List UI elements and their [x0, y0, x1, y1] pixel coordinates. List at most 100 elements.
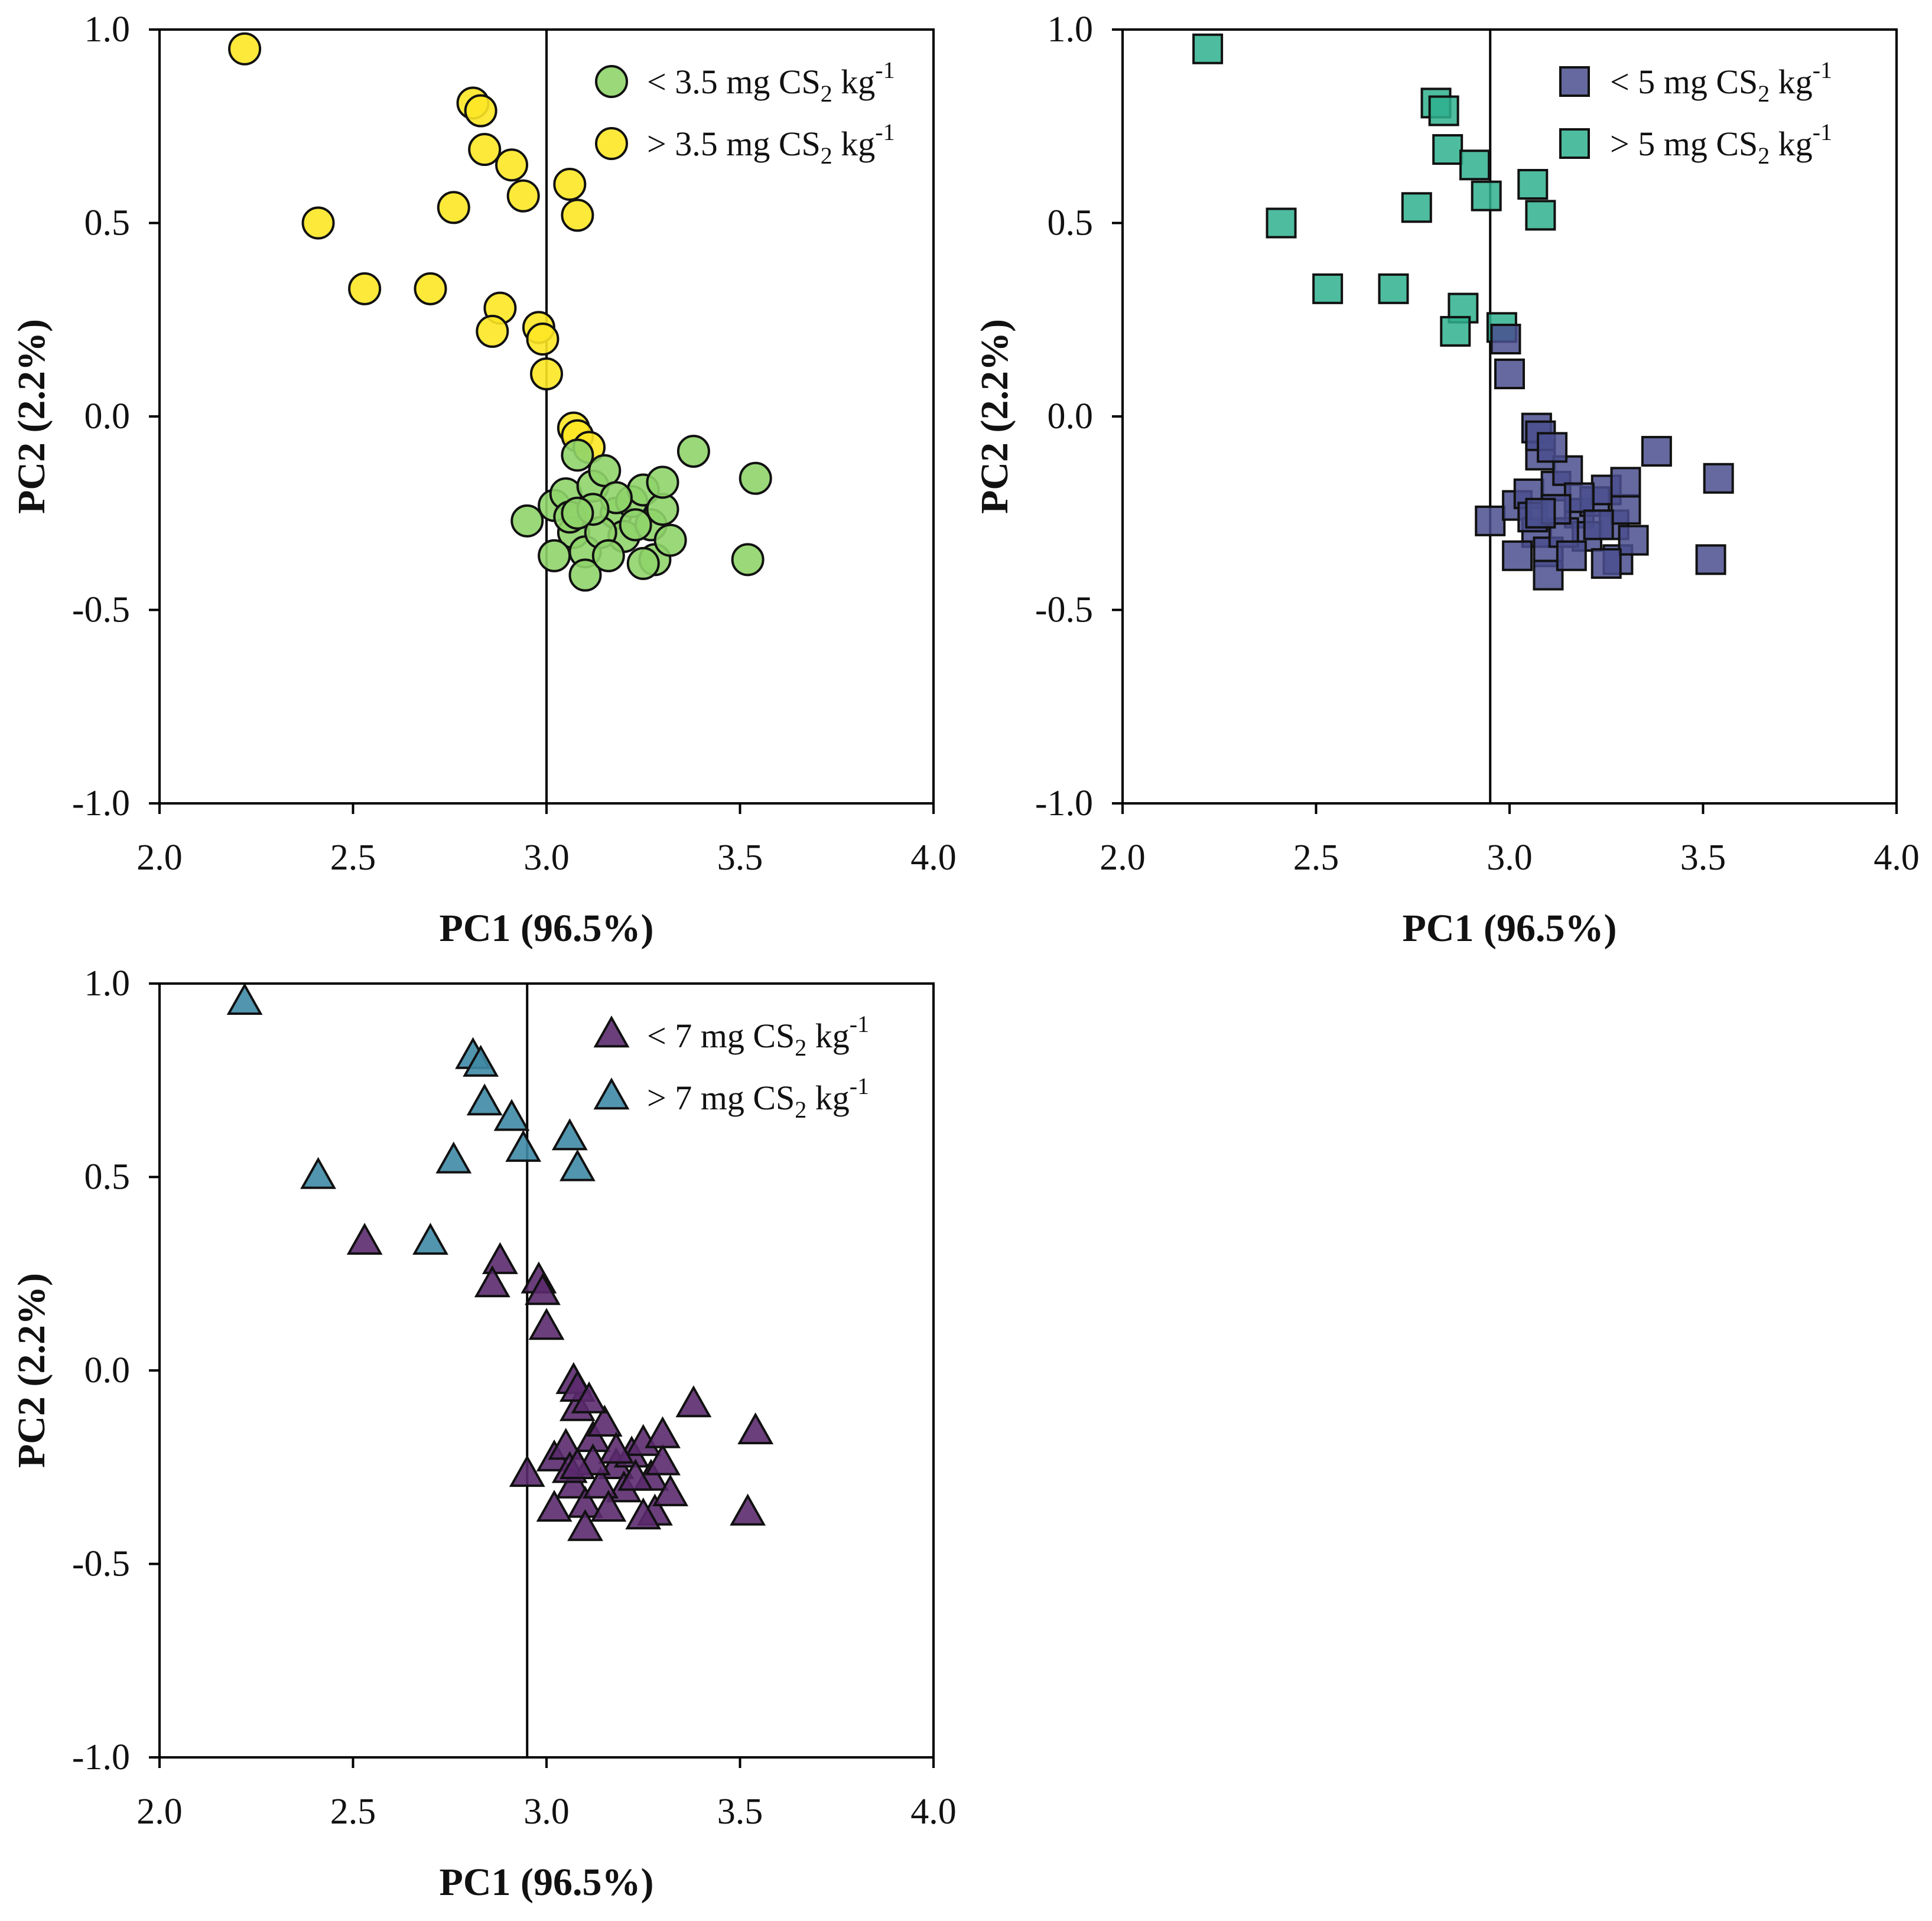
y-tick-label: -0.5	[72, 590, 130, 630]
data-point	[463, 1044, 499, 1077]
legend-label: > 3.5 mg CS2 kg-1	[647, 119, 895, 169]
y-tick-label: 1.0	[84, 9, 131, 50]
data-point	[1618, 525, 1649, 556]
x-tick-label: 2.5	[1293, 838, 1339, 878]
data-point	[626, 546, 660, 580]
x-axis-title: PC1 (96.5%)	[440, 907, 654, 950]
data-point	[1440, 315, 1471, 347]
data-point	[1703, 463, 1734, 494]
data-point	[510, 504, 544, 538]
data-point	[530, 357, 563, 390]
legend-label: > 5 mg CS2 kg-1	[1610, 119, 1832, 169]
data-point	[586, 1404, 623, 1437]
data-point	[525, 1273, 561, 1305]
data-point	[1432, 134, 1463, 165]
y-tick-label: -0.5	[1035, 590, 1093, 630]
data-point	[348, 272, 382, 305]
data-point	[553, 168, 587, 201]
x-tick-label: 3.0	[523, 1792, 570, 1832]
data-point	[505, 1129, 542, 1162]
x-tick-label: 2.0	[136, 1792, 183, 1832]
data-point	[482, 1242, 518, 1274]
data-point	[536, 1489, 573, 1522]
data-point	[598, 1431, 635, 1464]
data-point	[561, 496, 594, 530]
data-point	[559, 1447, 596, 1479]
legend-marker	[595, 127, 628, 160]
x-tick-label: 3.0	[1487, 838, 1533, 878]
data-point	[1537, 432, 1568, 463]
data-point	[1401, 192, 1432, 223]
data-point	[1610, 494, 1641, 525]
data-point	[1556, 540, 1587, 571]
data-point	[435, 1141, 472, 1174]
data-point	[1494, 358, 1525, 389]
data-point	[495, 148, 529, 182]
y-tick-label: -1.0	[1035, 783, 1093, 823]
data-point	[1525, 200, 1556, 231]
chart-panel-3: 2.0 2.5 3.0 3.5 4.0 1.0 0.5 0.0 -0.5 -1.0 PC1 (96.…	[10, 963, 957, 1904]
data-point	[619, 508, 652, 542]
y-tick-label: 0.5	[1048, 203, 1094, 243]
data-point	[226, 982, 263, 1015]
series-above	[1192, 33, 1556, 347]
x-tick-label: 3.0	[523, 838, 570, 878]
y-axis-title: PC2 (2.2%)	[10, 1273, 53, 1468]
data-point	[625, 1497, 662, 1530]
chart-panel-2: 2.0 2.5 3.0 3.5 4.0 1.0 0.5 0.0 -0.5 -1.0 PC1 (96.…	[973, 9, 1920, 950]
data-point	[476, 314, 509, 348]
data-point	[571, 1381, 607, 1414]
legend: < 7 mg CS2 kg-1 > 7 mg CS2 kg-1	[593, 1011, 869, 1123]
data-point	[591, 539, 625, 572]
data-point	[590, 1489, 627, 1522]
x-tick-label: 2.5	[330, 1792, 376, 1832]
y-axis-title: PC2 (2.2%)	[10, 319, 53, 514]
legend-label: < 7 mg CS2 kg-1	[647, 1011, 869, 1061]
data-point	[1475, 505, 1506, 536]
legend-label: < 5 mg CS2 kg-1	[1610, 57, 1832, 107]
y-tick-label: 0.5	[84, 1157, 131, 1197]
data-point	[676, 434, 710, 468]
data-point	[555, 1466, 592, 1499]
data-point	[1459, 149, 1491, 181]
data-point	[1591, 548, 1622, 579]
x-axis-title: PC1 (96.5%)	[440, 1861, 654, 1904]
legend: < 5 mg CS2 kg-1 > 5 mg CS2 kg-1	[1559, 57, 1832, 169]
data-point	[1552, 455, 1583, 486]
data-point	[1695, 544, 1726, 575]
x-tick-label: 3.5	[717, 1792, 763, 1832]
data-point	[617, 1458, 654, 1491]
series-below	[1475, 324, 1734, 591]
data-point	[437, 191, 470, 224]
data-point	[1610, 467, 1641, 498]
data-point	[1378, 273, 1409, 304]
y-axis-title: PC2 (2.2%)	[973, 319, 1016, 514]
y-tick-label: -0.5	[72, 1544, 130, 1584]
legend-label: < 3.5 mg CS2 kg-1	[647, 57, 895, 107]
legend-marker	[593, 1077, 630, 1110]
data-point	[737, 1412, 774, 1445]
x-tick-label: 2.5	[330, 838, 376, 878]
data-point	[412, 1223, 448, 1255]
data-point	[652, 1474, 689, 1506]
legend-marker	[1559, 128, 1590, 159]
data-point	[730, 1493, 766, 1526]
legend: < 3.5 mg CS2 kg-1 > 3.5 mg CS2 kg-1	[595, 57, 895, 169]
x-tick-label: 4.0	[1874, 838, 1920, 878]
chart-panel-1: 2.0 2.5 3.0 3.5 4.0 1.0 0.5 0.0 -0.5 -1.0 PC1 (96.…	[10, 9, 957, 950]
legend-marker	[1559, 66, 1590, 97]
data-point	[538, 539, 571, 572]
data-point	[568, 558, 602, 592]
data-point	[551, 1118, 588, 1151]
data-point	[414, 272, 447, 305]
data-point	[561, 438, 594, 472]
data-point	[645, 1443, 681, 1476]
data-point	[1428, 95, 1459, 126]
data-point	[731, 543, 765, 577]
data-point	[493, 1099, 530, 1131]
x-tick-label: 2.0	[136, 838, 183, 878]
x-axis-title: PC1 (96.5%)	[1403, 907, 1617, 950]
data-point	[1641, 435, 1672, 467]
data-point	[1471, 180, 1502, 211]
data-point	[1502, 540, 1533, 571]
